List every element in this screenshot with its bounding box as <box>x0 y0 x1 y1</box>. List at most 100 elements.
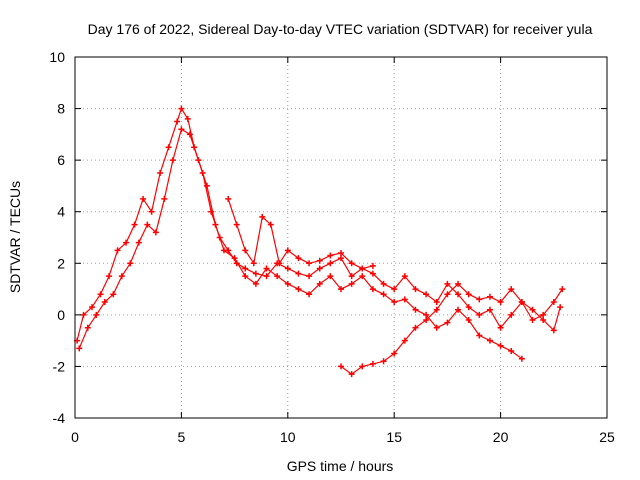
data-point <box>401 273 408 280</box>
data-point <box>327 273 334 280</box>
data-point <box>327 260 334 267</box>
y-tick-label: 0 <box>57 307 65 323</box>
data-point <box>161 195 168 202</box>
data-point <box>135 239 142 246</box>
axis-ticks: 0 5 10 15 20 25 -4 -2 0 2 4 6 8 10 <box>49 49 615 445</box>
y-tick-label: 4 <box>57 204 65 220</box>
data-point <box>529 306 536 313</box>
data-point <box>306 291 313 298</box>
chart-title: Day 176 of 2022, Sidereal Day-to-day VTE… <box>88 21 593 37</box>
data-point <box>550 298 557 305</box>
data-point <box>369 360 376 367</box>
data-point <box>540 317 547 324</box>
data-point <box>433 306 440 313</box>
x-tick-label: 25 <box>599 429 615 445</box>
data-point <box>433 298 440 305</box>
y-tick-label: 2 <box>57 255 65 271</box>
data-point <box>433 324 440 331</box>
data-point <box>84 324 91 331</box>
data-point <box>276 260 283 267</box>
series-evening-arc <box>338 280 564 378</box>
data-point <box>465 317 472 324</box>
data-point <box>369 262 376 269</box>
data-point <box>284 247 291 254</box>
data-point <box>444 291 451 298</box>
data-point <box>306 273 313 280</box>
data-point <box>391 298 398 305</box>
data-point <box>508 311 515 318</box>
data-point <box>401 296 408 303</box>
data-point <box>359 363 366 370</box>
data-point <box>295 286 302 293</box>
series-trace <box>78 128 523 360</box>
data-point <box>76 345 83 352</box>
data-point <box>203 182 210 189</box>
data-point <box>101 298 108 305</box>
data-point <box>259 213 266 220</box>
data-point <box>242 265 249 272</box>
data-point <box>412 286 419 293</box>
data-point <box>497 324 504 331</box>
data-point <box>486 293 493 300</box>
data-point <box>118 273 125 280</box>
data-point <box>242 247 249 254</box>
data-point <box>412 324 419 331</box>
data-point <box>295 255 302 262</box>
data-point <box>186 131 193 138</box>
data-point <box>423 317 430 324</box>
data-point <box>348 273 355 280</box>
data-point <box>338 249 344 256</box>
data-point <box>455 291 462 298</box>
data-point <box>274 273 281 280</box>
data-point <box>208 208 215 215</box>
series-trace <box>76 107 563 341</box>
data-point <box>476 332 483 339</box>
series-lower-branch <box>76 126 525 362</box>
data-point <box>444 319 451 326</box>
data-point <box>114 247 121 254</box>
data-point <box>401 337 408 344</box>
data-point <box>497 298 504 305</box>
data-point <box>465 291 472 298</box>
data-point <box>316 265 323 272</box>
data-point <box>127 260 134 267</box>
x-tick-label: 10 <box>280 429 296 445</box>
data-point <box>380 280 387 287</box>
data-point <box>306 260 313 267</box>
y-axis-label: SDTVAR / TECUs <box>7 181 23 293</box>
data-point <box>338 363 344 370</box>
data-point <box>444 280 451 287</box>
data-point <box>252 270 259 277</box>
data-point <box>231 255 238 262</box>
data-point <box>284 265 291 272</box>
data-point <box>327 252 334 259</box>
data-point <box>412 306 419 313</box>
data-point <box>284 280 291 287</box>
y-tick-label: -2 <box>53 358 66 374</box>
y-tick-label: 8 <box>57 101 65 117</box>
data-point <box>369 286 376 293</box>
x-tick-label: 0 <box>71 429 79 445</box>
data-point <box>497 342 504 349</box>
data-point <box>263 265 270 272</box>
data-point <box>212 221 219 228</box>
data-point <box>195 157 202 164</box>
series-afternoon-branch <box>225 195 376 272</box>
data-point <box>93 311 100 318</box>
data-point <box>165 144 172 151</box>
data-point <box>359 265 366 272</box>
data-point <box>348 280 355 287</box>
series-main-trace <box>74 105 566 344</box>
data-point <box>316 257 323 264</box>
data-point <box>263 273 270 280</box>
data-point <box>148 208 155 215</box>
data-point <box>242 273 249 280</box>
data-point <box>348 371 355 378</box>
data-point <box>391 286 398 293</box>
data-point <box>174 118 181 125</box>
data-point <box>338 255 344 262</box>
data-point <box>369 270 376 277</box>
data-point <box>250 260 257 267</box>
data-point <box>178 105 185 112</box>
